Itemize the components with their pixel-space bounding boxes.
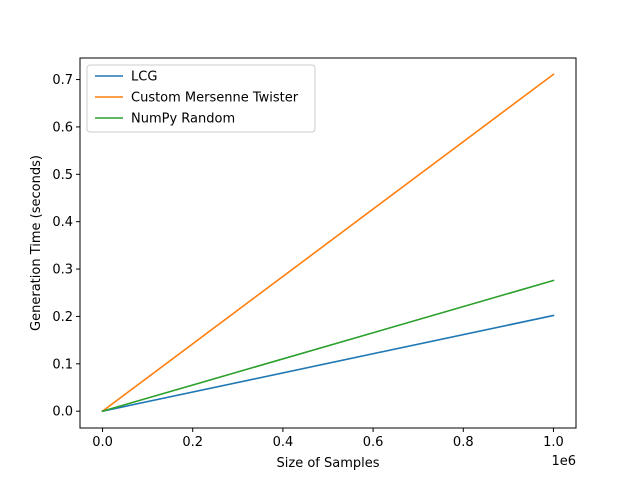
series-line-numpy-random (101, 279, 555, 413)
y-tick-label: 0.6 (52, 120, 73, 135)
y-tick-label: 0.4 (52, 215, 73, 230)
series-line-custom-mersenne-twister (101, 73, 555, 413)
x-axis: 0.0 0.2 0.4 0.6 0.8 1.0 (92, 428, 564, 450)
y-tick-label: 0.3 (52, 263, 73, 278)
legend-label: Custom Mersenne Twister (131, 91, 299, 106)
legend: LCG Custom Mersenne Twister NumPy Random (86, 64, 316, 133)
x-tick-label: 0.6 (363, 435, 384, 450)
legend-label: NumPy Random (131, 112, 235, 127)
y-tick-label: 0.1 (52, 357, 73, 372)
x-tick-label: 0.0 (92, 435, 113, 450)
x-tick-label: 0.2 (182, 435, 203, 450)
x-tick-label: 0.4 (273, 435, 294, 450)
x-tick-label: 0.8 (453, 435, 474, 450)
y-tick-label: 0.5 (52, 168, 73, 183)
series-layer (101, 73, 555, 413)
plot-frame (79, 57, 577, 429)
legend-box (86, 64, 316, 133)
series-line-lcg (101, 314, 555, 413)
y-axis-label: Generation Time (seconds) (29, 155, 44, 331)
x-axis-label: Size of Samples (277, 456, 380, 471)
y-tick-label: 0.2 (52, 310, 73, 325)
y-tick-label: 0.0 (52, 405, 73, 420)
x-tick-label: 1.0 (543, 435, 564, 450)
y-axis: 0.0 0.1 0.2 0.3 0.4 0.5 0.6 0.7 (52, 73, 80, 420)
y-tick-label: 0.7 (52, 73, 73, 88)
x-axis-offset-label: 1e6 (551, 454, 576, 469)
legend-label: LCG (131, 70, 157, 85)
